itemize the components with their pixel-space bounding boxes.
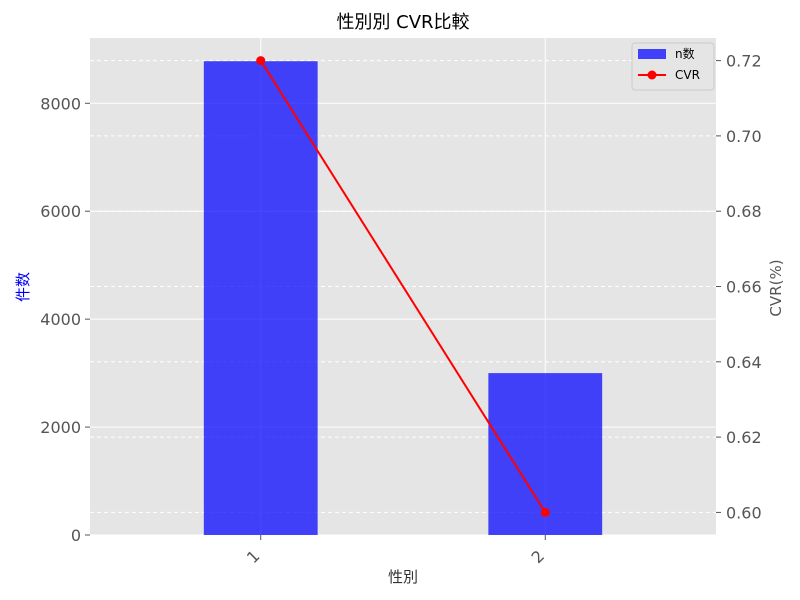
line-series (256, 56, 550, 517)
left-axis-label: 件数 (14, 272, 32, 302)
cvr-line (259, 60, 547, 513)
cvr-point-1 (256, 56, 266, 66)
right-tick-label: 0.72 (726, 52, 762, 71)
right-axis-label: CVR(%) (767, 259, 785, 316)
right-tick-label: 0.66 (726, 278, 762, 297)
left-tick-label: 2000 (40, 418, 81, 437)
left-tick-label: 4000 (40, 310, 81, 329)
bar-1 (203, 61, 318, 535)
left-tick-label: 6000 (40, 202, 81, 221)
legend-line-label: CVR (675, 68, 700, 82)
x-axis-label: 性別 (388, 568, 418, 586)
x-tick-label: 2 (527, 546, 548, 567)
grid-lines-right-axis (90, 60, 716, 513)
right-tick-label: 0.60 (726, 503, 762, 522)
x-tick-label: 1 (243, 546, 264, 567)
right-axis-ticks: 0.60 0.62 0.64 0.66 0.68 0.70 0.72 (716, 52, 762, 522)
right-tick-label: 0.70 (726, 127, 762, 146)
right-tick-label: 0.62 (726, 428, 762, 447)
right-tick-label: 0.64 (726, 353, 762, 372)
left-axis-ticks: 0 2000 4000 6000 8000 (40, 94, 90, 545)
legend-line-marker (647, 70, 657, 80)
right-tick-label: 0.68 (726, 202, 762, 221)
legend-bar-swatch (638, 49, 666, 59)
legend-bar-label: n数 (675, 46, 695, 61)
legend: n数 CVR (631, 42, 715, 91)
left-tick-label: 8000 (40, 94, 81, 113)
cvr-point-2 (540, 507, 550, 517)
left-tick-label: 0 (71, 526, 81, 545)
bar-series (203, 61, 603, 535)
chart-title: 性別別 CVR比較 (336, 12, 469, 33)
